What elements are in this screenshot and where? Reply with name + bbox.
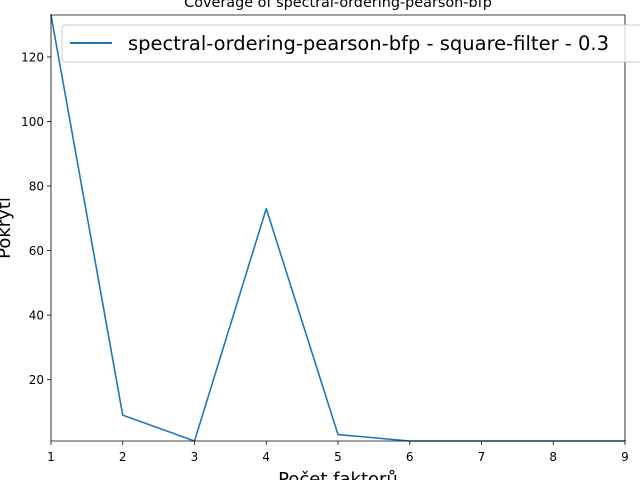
legend-box — [61, 24, 640, 63]
y-tick-label: 40 — [29, 309, 44, 323]
x-axis-label: Počet faktorů — [278, 469, 398, 480]
plot-area — [51, 15, 625, 441]
x-tick-label: 4 — [262, 450, 270, 464]
y-axis: 20 40 60 80 100 120 — [21, 50, 51, 387]
legend: spectral-ordering-pearson-bfp - square-f… — [61, 24, 640, 63]
x-tick-label: 1 — [47, 450, 55, 464]
x-tick-label: 8 — [549, 450, 557, 464]
x-tick-label: 7 — [478, 450, 486, 464]
y-tick-label: 100 — [21, 115, 44, 129]
chart-title: Coverage of spectral-ordering-pearson-bf… — [184, 0, 492, 11]
y-tick-label: 80 — [29, 180, 44, 194]
x-tick-label: 6 — [406, 450, 414, 464]
x-tick-label: 2 — [119, 450, 127, 464]
y-tick-label: 60 — [29, 244, 44, 258]
x-tick-label: 5 — [334, 450, 342, 464]
y-tick-label: 120 — [21, 50, 44, 64]
x-tick-label: 9 — [621, 450, 629, 464]
x-axis: 1 2 3 4 5 6 7 8 9 — [47, 441, 629, 464]
y-axis-label: Pokrytí — [0, 196, 15, 259]
x-tick-label: 3 — [191, 450, 199, 464]
legend-label: spectral-ordering-pearson-bfp - square-f… — [128, 32, 609, 55]
y-tick-label: 20 — [29, 373, 44, 387]
